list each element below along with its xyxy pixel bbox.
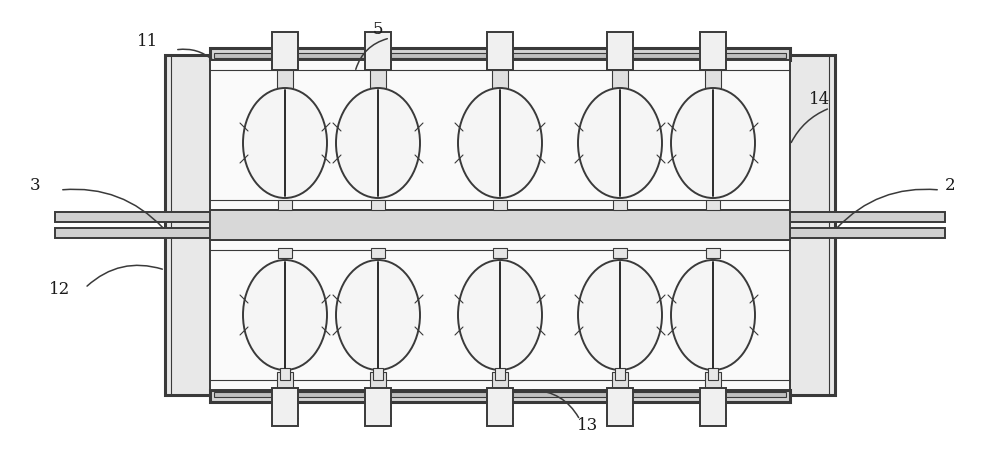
Bar [708, 368, 718, 380]
Bar [495, 368, 505, 380]
Bar [278, 200, 292, 210]
Ellipse shape [336, 88, 420, 198]
Bar [700, 388, 726, 426]
Bar [492, 70, 508, 88]
Bar [607, 32, 633, 70]
Bar [371, 200, 385, 210]
Bar [708, 70, 718, 88]
Bar [780, 212, 945, 222]
Text: 13: 13 [577, 416, 599, 434]
Bar [785, 55, 835, 395]
Text: 11: 11 [137, 33, 159, 50]
Text: 12: 12 [49, 282, 71, 299]
Bar [165, 55, 215, 395]
Bar [492, 372, 508, 390]
Bar [210, 390, 790, 402]
Bar [272, 32, 298, 70]
Bar [612, 70, 628, 88]
Ellipse shape [243, 88, 327, 198]
Bar [780, 228, 945, 238]
Bar [365, 388, 391, 426]
Bar [705, 70, 721, 88]
Ellipse shape [336, 260, 420, 370]
Bar [214, 53, 786, 58]
Bar [55, 212, 220, 222]
Bar [280, 368, 290, 380]
Ellipse shape [671, 260, 755, 370]
Bar [612, 372, 628, 390]
Bar [277, 70, 293, 88]
Ellipse shape [458, 260, 542, 370]
Text: 14: 14 [809, 92, 831, 109]
Bar [272, 388, 298, 426]
Ellipse shape [671, 88, 755, 198]
Bar [365, 32, 391, 70]
Text: 2: 2 [945, 176, 955, 193]
Ellipse shape [578, 88, 662, 198]
Bar [55, 228, 220, 238]
Bar [493, 200, 507, 210]
Ellipse shape [578, 260, 662, 370]
Bar [706, 200, 720, 210]
Bar [277, 372, 293, 390]
Bar [370, 372, 386, 390]
Bar [210, 60, 790, 210]
Bar [214, 392, 786, 397]
Ellipse shape [458, 88, 542, 198]
Bar [607, 388, 633, 426]
Bar [613, 200, 627, 210]
Bar [210, 210, 790, 240]
Bar [487, 32, 513, 70]
Bar [371, 248, 385, 258]
Text: 3: 3 [30, 176, 40, 193]
Bar [370, 70, 386, 88]
Bar [706, 248, 720, 258]
Bar [493, 248, 507, 258]
Ellipse shape [243, 260, 327, 370]
Bar [705, 372, 721, 390]
Bar [495, 70, 505, 88]
Bar [615, 368, 625, 380]
Bar [615, 70, 625, 88]
Bar [210, 48, 790, 60]
Bar [280, 70, 290, 88]
Bar [700, 32, 726, 70]
Bar [613, 248, 627, 258]
Bar [210, 240, 790, 390]
Text: 5: 5 [373, 22, 383, 38]
Bar [373, 70, 383, 88]
Bar [487, 388, 513, 426]
Bar [278, 248, 292, 258]
Bar [373, 368, 383, 380]
